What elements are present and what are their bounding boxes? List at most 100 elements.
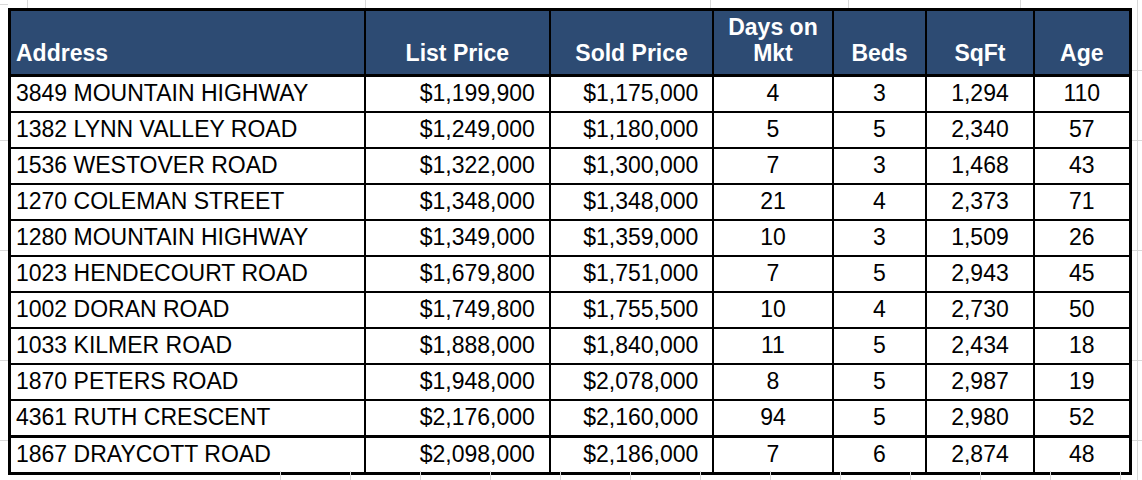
- spreadsheet-gridline: [420, 471, 421, 480]
- cell-list-price[interactable]: $2,098,000: [365, 436, 550, 473]
- cell-sold-price[interactable]: $2,160,000: [550, 400, 714, 437]
- spreadsheet-gridline: [350, 471, 351, 480]
- cell-days-on-mkt[interactable]: 4: [713, 75, 832, 112]
- cell-beds[interactable]: 5: [833, 364, 927, 400]
- cell-address[interactable]: 1536 WESTOVER ROAD: [10, 148, 365, 184]
- cell-age[interactable]: 48: [1034, 436, 1131, 473]
- cell-age[interactable]: 71: [1034, 184, 1131, 220]
- spreadsheet-gridline: [1132, 360, 1142, 361]
- cell-age[interactable]: 110: [1034, 75, 1131, 112]
- cell-days-on-mkt[interactable]: 7: [713, 148, 832, 184]
- spreadsheet-gridline: [840, 471, 841, 480]
- cell-age[interactable]: 57: [1034, 112, 1131, 148]
- cell-age[interactable]: 52: [1034, 400, 1131, 437]
- cell-sqft[interactable]: 2,874: [926, 436, 1033, 473]
- column-header-beds[interactable]: Beds: [833, 10, 927, 76]
- cell-sqft[interactable]: 2,980: [926, 400, 1033, 437]
- spreadsheet-gridline: [0, 140, 8, 141]
- table-body: 3849 MOUNTAIN HIGHWAY$1,199,900$1,175,00…: [10, 75, 1131, 473]
- cell-list-price[interactable]: $1,679,800: [365, 256, 550, 292]
- cell-sqft[interactable]: 2,730: [926, 292, 1033, 328]
- cell-days-on-mkt[interactable]: 5: [713, 112, 832, 148]
- cell-sqft[interactable]: 2,373: [926, 184, 1033, 220]
- cell-address[interactable]: 1270 COLEMAN STREET: [10, 184, 365, 220]
- cell-list-price[interactable]: $2,176,000: [365, 400, 550, 437]
- cell-beds[interactable]: 3: [833, 75, 927, 112]
- cell-sold-price[interactable]: $2,078,000: [550, 364, 714, 400]
- cell-age[interactable]: 43: [1034, 148, 1131, 184]
- cell-days-on-mkt[interactable]: 10: [713, 220, 832, 256]
- cell-list-price[interactable]: $1,322,000: [365, 148, 550, 184]
- cell-sold-price[interactable]: $1,359,000: [550, 220, 714, 256]
- cell-address[interactable]: 1002 DORAN ROAD: [10, 292, 365, 328]
- spreadsheet-gridline: [1020, 0, 1021, 8]
- cell-beds[interactable]: 3: [833, 148, 927, 184]
- cell-list-price[interactable]: $1,948,000: [365, 364, 550, 400]
- cell-sqft[interactable]: 2,987: [926, 364, 1033, 400]
- cell-beds[interactable]: 5: [833, 112, 927, 148]
- column-header-days-on-mkt[interactable]: Days on Mkt: [713, 10, 832, 76]
- cell-beds[interactable]: 5: [833, 256, 927, 292]
- cell-days-on-mkt[interactable]: 11: [713, 328, 832, 364]
- column-header-age[interactable]: Age: [1034, 10, 1131, 76]
- cell-days-on-mkt[interactable]: 94: [713, 400, 832, 437]
- cell-days-on-mkt[interactable]: 10: [713, 292, 832, 328]
- cell-days-on-mkt[interactable]: 21: [713, 184, 832, 220]
- cell-address[interactable]: 1382 LYNN VALLEY ROAD: [10, 112, 365, 148]
- cell-sold-price[interactable]: $1,180,000: [550, 112, 714, 148]
- cell-beds[interactable]: 4: [833, 184, 927, 220]
- cell-age[interactable]: 50: [1034, 292, 1131, 328]
- cell-beds[interactable]: 6: [833, 436, 927, 473]
- spreadsheet-gridline: [1132, 70, 1142, 71]
- cell-sqft[interactable]: 2,434: [926, 328, 1033, 364]
- cell-address[interactable]: 1033 KILMER ROAD: [10, 328, 365, 364]
- cell-list-price[interactable]: $1,888,000: [365, 328, 550, 364]
- cell-beds[interactable]: 5: [833, 328, 927, 364]
- cell-address[interactable]: 1867 DRAYCOTT ROAD: [10, 436, 365, 473]
- cell-sold-price[interactable]: $1,755,500: [550, 292, 714, 328]
- table-row: 1382 LYNN VALLEY ROAD$1,249,000$1,180,00…: [10, 112, 1131, 148]
- cell-days-on-mkt[interactable]: 7: [713, 256, 832, 292]
- column-header-sold-price[interactable]: Sold Price: [550, 10, 714, 76]
- column-header-list-price[interactable]: List Price: [365, 10, 550, 76]
- cell-address[interactable]: 1280 MOUNTAIN HIGHWAY: [10, 220, 365, 256]
- cell-age[interactable]: 26: [1034, 220, 1131, 256]
- cell-sqft[interactable]: 1,509: [926, 220, 1033, 256]
- column-header-address[interactable]: Address: [10, 10, 365, 76]
- cell-age[interactable]: 19: [1034, 364, 1131, 400]
- cell-days-on-mkt[interactable]: 8: [713, 364, 832, 400]
- cell-list-price[interactable]: $1,348,000: [365, 184, 550, 220]
- cell-list-price[interactable]: $1,249,000: [365, 112, 550, 148]
- cell-list-price[interactable]: $1,199,900: [365, 75, 550, 112]
- cell-address[interactable]: 3849 MOUNTAIN HIGHWAY: [10, 75, 365, 112]
- table-row: 1536 WESTOVER ROAD$1,322,000$1,300,00073…: [10, 148, 1131, 184]
- cell-sold-price[interactable]: $1,751,000: [550, 256, 714, 292]
- cell-days-on-mkt[interactable]: 7: [713, 436, 832, 473]
- cell-sold-price[interactable]: $1,175,000: [550, 75, 714, 112]
- cell-sqft[interactable]: 1,294: [926, 75, 1033, 112]
- table-row: 4361 RUTH CRESCENT$2,176,000$2,160,00094…: [10, 400, 1131, 437]
- cell-address[interactable]: 1023 HENDECOURT ROAD: [10, 256, 365, 292]
- cell-list-price[interactable]: $1,349,000: [365, 220, 550, 256]
- cell-list-price[interactable]: $1,749,800: [365, 292, 550, 328]
- spreadsheet-gridline: [1132, 140, 1142, 141]
- spreadsheet-gridline: [0, 250, 8, 251]
- spreadsheet-gridline: [0, 4, 8, 5]
- cell-sqft[interactable]: 2,340: [926, 112, 1033, 148]
- cell-sold-price[interactable]: $1,300,000: [550, 148, 714, 184]
- spreadsheet-gridline: [630, 471, 631, 480]
- cell-sqft[interactable]: 1,468: [926, 148, 1033, 184]
- cell-age[interactable]: 18: [1034, 328, 1131, 364]
- cell-sold-price[interactable]: $1,840,000: [550, 328, 714, 364]
- cell-sold-price[interactable]: $1,348,000: [550, 184, 714, 220]
- cell-address[interactable]: 1870 PETERS ROAD: [10, 364, 365, 400]
- cell-address[interactable]: 4361 RUTH CRESCENT: [10, 400, 365, 437]
- cell-beds[interactable]: 3: [833, 220, 927, 256]
- column-header-sqft[interactable]: SqFt: [926, 10, 1033, 76]
- cell-sold-price[interactable]: $2,186,000: [550, 436, 714, 473]
- spreadsheet-gridline: [0, 360, 8, 361]
- cell-beds[interactable]: 5: [833, 400, 927, 437]
- cell-sqft[interactable]: 2,943: [926, 256, 1033, 292]
- cell-beds[interactable]: 4: [833, 292, 927, 328]
- cell-age[interactable]: 45: [1034, 256, 1131, 292]
